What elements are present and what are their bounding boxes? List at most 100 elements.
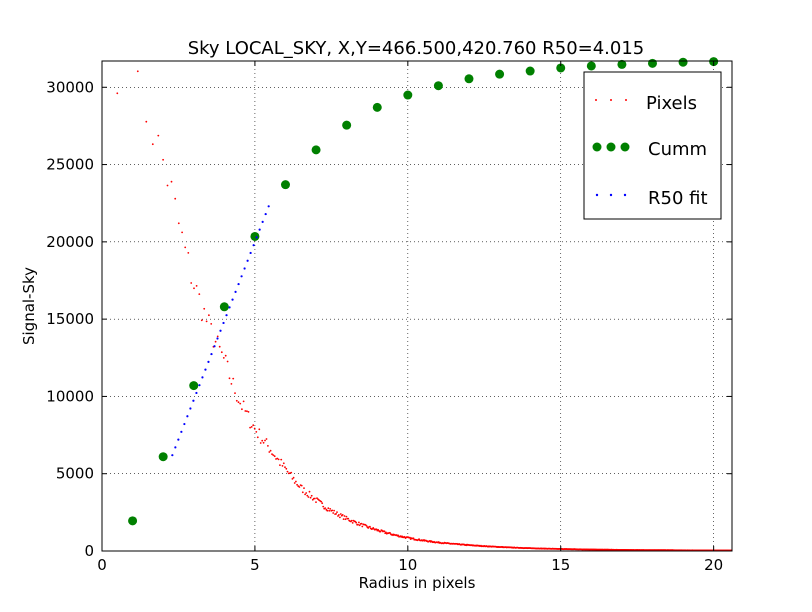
pixel-point <box>258 428 261 431</box>
pixel-point <box>291 478 294 480</box>
r50-fit-point <box>186 415 189 418</box>
pixel-point <box>335 513 337 515</box>
pixel-point <box>116 92 119 95</box>
pixel-point <box>232 377 235 380</box>
pixel-point <box>259 442 262 444</box>
pixel-point <box>230 383 233 385</box>
r50-fit-point <box>180 430 183 433</box>
pixel-point <box>184 246 187 249</box>
pixel-point <box>298 486 301 488</box>
r50-fit-point <box>192 399 195 402</box>
pixel-point <box>237 401 240 404</box>
pixel-point <box>333 509 335 512</box>
pixel-point <box>315 501 317 503</box>
pixel-point <box>145 120 148 123</box>
pixel-point <box>190 282 193 284</box>
legend-markers <box>592 99 630 197</box>
pixel-point <box>301 491 304 494</box>
pixel-point <box>292 476 295 479</box>
pixel-point <box>314 497 316 500</box>
pixel-point <box>220 351 223 354</box>
pixel-point <box>136 70 139 73</box>
pixels-series <box>116 70 733 552</box>
pixel-point <box>250 426 253 428</box>
pixel-point <box>214 340 217 343</box>
r50-fit-point <box>228 306 231 309</box>
pixel-point <box>383 530 386 533</box>
legend-fit-marker <box>623 193 627 197</box>
x-tick-label: 20 <box>704 556 723 574</box>
pixel-point <box>316 497 318 500</box>
pixel-point <box>241 408 243 411</box>
pixel-point <box>303 487 305 489</box>
cumm-point <box>464 74 474 84</box>
pixel-point <box>276 457 279 460</box>
cumm-point <box>433 81 443 91</box>
r50-fit-point <box>207 360 210 363</box>
legend-label-pixels: Pixels <box>646 93 697 114</box>
pixel-point <box>328 509 331 512</box>
pixel-point <box>244 410 247 412</box>
pixel-point <box>218 345 221 348</box>
cumm-point <box>128 516 138 526</box>
r50-fit-point <box>183 422 186 426</box>
pixel-point <box>177 222 180 225</box>
legend-pixels-marker <box>595 99 597 101</box>
pixel-point <box>166 184 169 187</box>
pixel-point <box>252 424 255 427</box>
r50-fit-point <box>174 446 177 449</box>
y-tick-label: 25000 <box>46 156 94 174</box>
pixel-point <box>324 507 327 509</box>
cumm-point <box>617 59 627 69</box>
pixel-point <box>269 449 272 452</box>
legend-label-cumm: Cumm <box>648 139 707 160</box>
pixel-point <box>369 525 371 528</box>
cumm-series <box>128 57 719 526</box>
pixel-point <box>228 377 231 380</box>
chart-title: Sky LOCAL_SKY, X,Y=466.500,420.760 R50=4… <box>188 38 645 59</box>
pixel-point <box>412 537 415 540</box>
pixel-point <box>307 496 310 498</box>
r50-fit-point <box>255 236 258 239</box>
pixel-point <box>358 524 361 527</box>
r50-fit-point <box>177 438 180 441</box>
pixel-point <box>203 307 206 310</box>
pixel-point <box>358 521 360 524</box>
pixel-point <box>322 505 325 508</box>
pixel-point <box>247 411 250 413</box>
cumm-point <box>311 145 321 155</box>
y-tick-label: 0 <box>84 542 94 560</box>
r50-fit-point <box>246 259 249 262</box>
x-axis-label: Radius in pixels <box>359 574 476 592</box>
x-tick-label: 5 <box>250 556 260 574</box>
r50-fit-point <box>222 321 225 325</box>
r50-fit-point <box>237 282 240 286</box>
cumm-point <box>647 58 657 68</box>
pixel-point <box>350 519 353 522</box>
cumm-point <box>342 120 352 130</box>
pixel-point <box>286 470 289 473</box>
r50-fit-point <box>171 454 174 457</box>
r50-fit-point <box>240 275 243 278</box>
cumm-point <box>678 57 688 67</box>
legend-pixels-marker <box>625 99 627 101</box>
pixel-point <box>351 522 354 524</box>
pixel-point <box>361 525 364 528</box>
pixel-point <box>265 438 268 440</box>
pixel-point <box>281 465 284 467</box>
pixel-point <box>198 293 201 295</box>
r50-fit-point <box>234 290 237 293</box>
pixel-point <box>311 498 314 501</box>
x-tick-label: 15 <box>551 556 570 574</box>
pixel-point <box>187 252 190 254</box>
pixel-point <box>277 458 280 461</box>
pixel-point <box>293 482 296 484</box>
pixel-point <box>151 143 154 146</box>
legend-cumm-marker <box>620 142 630 152</box>
pixel-point <box>267 445 269 447</box>
pixel-point <box>375 528 378 531</box>
pixel-point <box>181 231 184 234</box>
y-tick-label: 5000 <box>56 465 94 483</box>
r50-fit-point <box>219 329 222 332</box>
pixel-point <box>341 514 344 516</box>
